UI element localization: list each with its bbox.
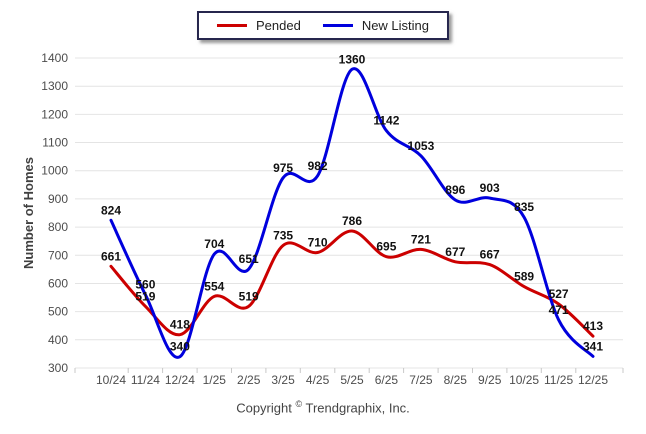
point-label-pended: 786: [342, 214, 362, 228]
point-label-new-listing: 471: [549, 303, 569, 317]
x-tick-label: 8/25: [444, 373, 468, 387]
copyright-prefix: Copyright: [236, 400, 292, 416]
point-label-new-listing: 651: [239, 252, 259, 266]
point-label-pended: 527: [549, 287, 569, 301]
point-label-new-listing: 340: [170, 340, 190, 354]
chart-legend: Pended New Listing: [196, 11, 450, 40]
x-tick-label: 10/25: [509, 373, 539, 387]
point-label-new-listing: 824: [101, 203, 121, 217]
legend-label-pended: Pended: [255, 18, 301, 33]
series-line-new-listing: [109, 67, 595, 359]
x-tick-label: 10/24: [96, 373, 126, 387]
y-tick-label: 1400: [41, 51, 68, 65]
new-listing-line-swatch: [322, 24, 353, 27]
legend-item-pended: Pended: [216, 18, 301, 33]
point-label-new-listing: 704: [204, 237, 224, 251]
point-label-pended: 519: [239, 289, 259, 303]
point-label-pended: 589: [514, 270, 534, 284]
point-label-pended: 735: [273, 228, 293, 242]
copyright-text: Copyright © Trendgraphix, Inc.: [0, 399, 646, 415]
point-label-pended: 695: [376, 240, 396, 254]
x-tick-label: 7/25: [409, 373, 433, 387]
y-tick-label: 500: [48, 305, 68, 319]
point-label-new-listing: 835: [514, 200, 534, 214]
x-tick-label: 2/25: [237, 373, 261, 387]
point-label-new-listing: 982: [308, 159, 328, 173]
y-tick-label: 1000: [41, 164, 68, 178]
x-tick-label: 1/25: [203, 373, 227, 387]
y-tick-label: 400: [48, 333, 68, 347]
point-label-pended: 710: [308, 236, 328, 250]
point-label-pended: 418: [170, 318, 190, 332]
x-tick-label: 12/24: [165, 373, 195, 387]
y-tick-label: 900: [48, 192, 68, 206]
y-tick-label: 600: [48, 277, 68, 291]
point-label-new-listing: 1053: [408, 139, 435, 153]
pended-line-swatch: [216, 24, 247, 27]
x-tick-label: 3/25: [271, 373, 295, 387]
y-tick-label: 1300: [41, 79, 68, 93]
y-axis-title: Number of Homes: [21, 157, 36, 269]
point-label-new-listing: 341: [583, 339, 603, 353]
x-tick-label: 4/25: [306, 373, 330, 387]
y-tick-label: 1200: [41, 107, 68, 121]
point-label-pended: 413: [583, 319, 603, 333]
x-tick-label: 11/25: [544, 373, 573, 387]
point-label-pended: 667: [480, 248, 500, 262]
x-tick-label: 11/24: [131, 373, 160, 387]
x-tick-label: 5/25: [340, 373, 364, 387]
point-label-new-listing: 903: [480, 181, 500, 195]
point-label-new-listing: 1360: [339, 52, 366, 66]
point-label-pended: 721: [411, 232, 431, 246]
point-label-new-listing: 1142: [373, 114, 399, 128]
legend-item-new-listing: New Listing: [322, 18, 430, 33]
point-label-pended: 677: [445, 245, 465, 259]
y-tick-label: 800: [48, 220, 68, 234]
point-label-new-listing: 975: [273, 161, 293, 175]
x-tick-label: 12/25: [578, 373, 608, 387]
y-tick-label: 1100: [42, 136, 68, 150]
point-label-new-listing: 896: [445, 183, 465, 197]
x-tick-label: 6/25: [375, 373, 399, 387]
y-tick-label: 300: [48, 361, 68, 375]
point-label-pended: 661: [101, 249, 121, 263]
point-label-pended: 554: [204, 279, 224, 293]
series-line-pended: [109, 229, 595, 338]
point-label-pended: 519: [135, 289, 155, 303]
x-tick-label: 9/25: [478, 373, 502, 387]
legend-label-new-listing: New Listing: [361, 18, 430, 33]
copyright-symbol: ©: [295, 399, 303, 409]
copyright-company: Trendgraphix, Inc.: [305, 400, 410, 416]
point-label-new-listing: 560: [135, 278, 155, 292]
y-tick-label: 700: [48, 248, 68, 262]
